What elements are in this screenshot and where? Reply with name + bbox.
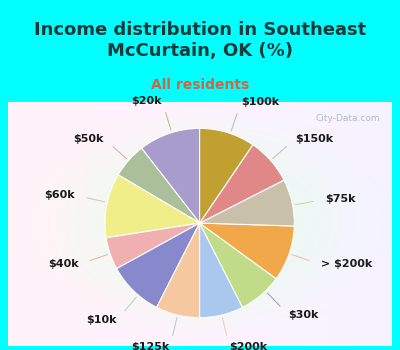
Text: $20k: $20k bbox=[132, 96, 162, 106]
Text: $50k: $50k bbox=[73, 133, 104, 143]
Text: $150k: $150k bbox=[296, 133, 334, 143]
Text: $75k: $75k bbox=[325, 194, 356, 204]
Wedge shape bbox=[157, 223, 200, 318]
Wedge shape bbox=[200, 223, 243, 318]
Text: $30k: $30k bbox=[288, 310, 319, 320]
Text: City-Data.com: City-Data.com bbox=[316, 114, 380, 123]
Wedge shape bbox=[106, 223, 200, 269]
Text: $10k: $10k bbox=[86, 315, 117, 325]
Text: $125k: $125k bbox=[132, 342, 170, 350]
Wedge shape bbox=[200, 223, 294, 279]
Text: All residents: All residents bbox=[151, 78, 249, 92]
Text: $200k: $200k bbox=[230, 342, 268, 350]
Wedge shape bbox=[200, 223, 276, 307]
Wedge shape bbox=[105, 175, 200, 238]
Wedge shape bbox=[200, 180, 294, 226]
Text: Income distribution in Southeast
McCurtain, OK (%): Income distribution in Southeast McCurta… bbox=[34, 21, 366, 60]
Text: $40k: $40k bbox=[48, 259, 79, 270]
Wedge shape bbox=[200, 128, 253, 223]
Wedge shape bbox=[142, 128, 200, 223]
Wedge shape bbox=[200, 145, 284, 223]
Text: $60k: $60k bbox=[44, 190, 75, 200]
Text: > $200k: > $200k bbox=[320, 259, 372, 270]
Text: $100k: $100k bbox=[241, 97, 279, 107]
Wedge shape bbox=[118, 148, 200, 223]
Wedge shape bbox=[117, 223, 200, 307]
